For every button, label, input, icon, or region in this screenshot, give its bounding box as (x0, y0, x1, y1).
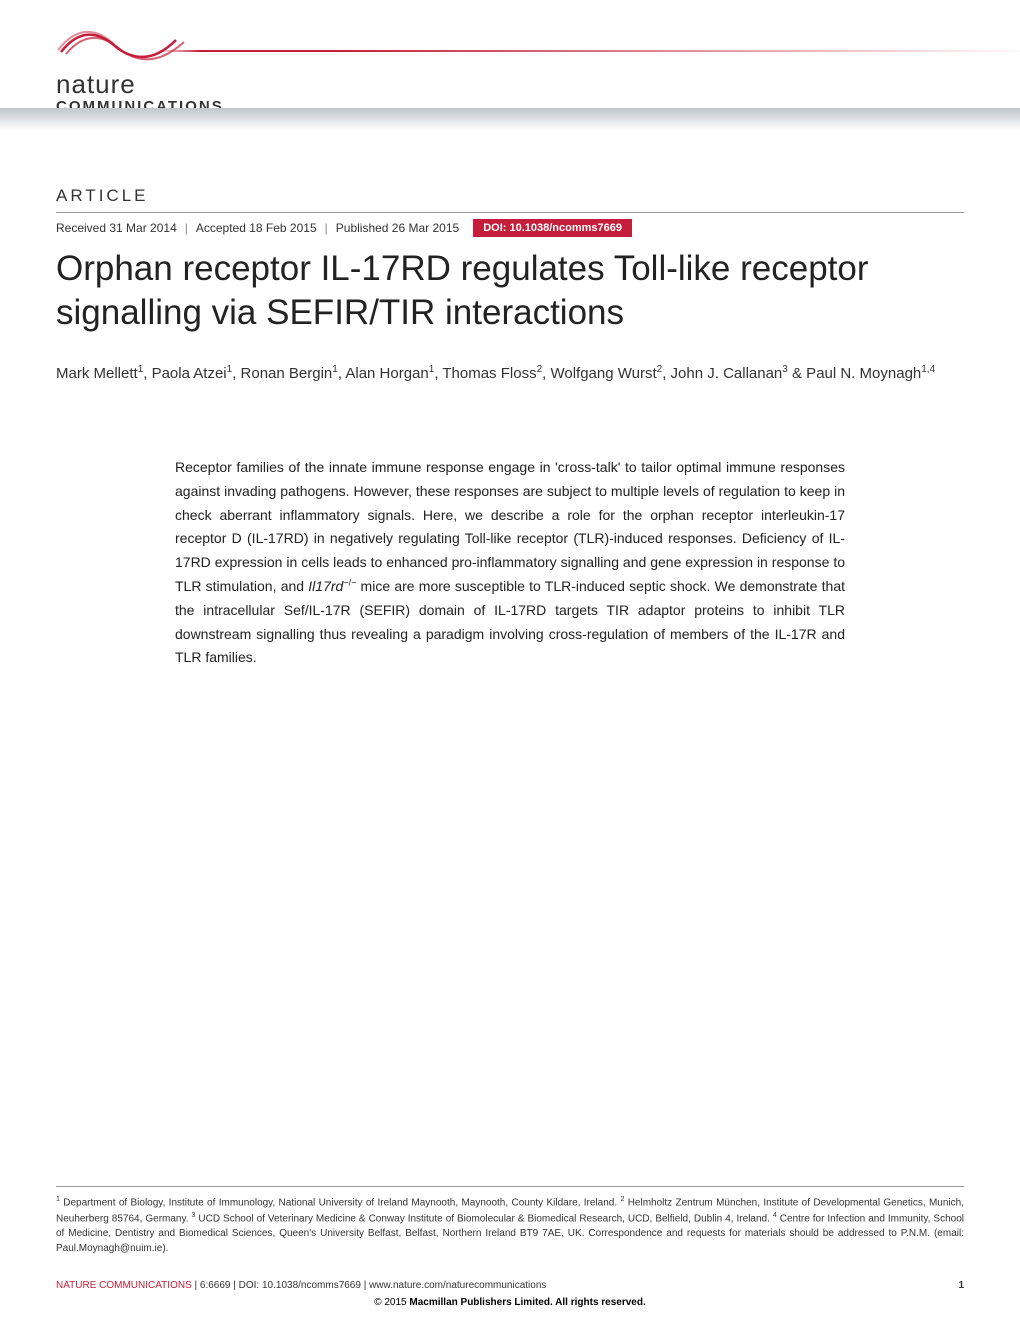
page-footer: 1 Department of Biology, Institute of Im… (56, 1186, 964, 1308)
footer-rule (56, 1186, 964, 1187)
footer-citation-details: | 6:6669 | DOI: 10.1038/ncomms7669 | www… (192, 1280, 547, 1291)
accepted-date: Accepted 18 Feb 2015 (196, 221, 317, 235)
date-separator: | (325, 221, 328, 235)
doi-badge[interactable]: DOI: 10.1038/ncomms7669 (473, 219, 632, 237)
journal-header: nature COMMUNICATIONS (0, 0, 1020, 130)
date-separator: | (185, 221, 188, 235)
copyright-symbol-year: © 2015 (374, 1297, 409, 1308)
footer-citation-line: NATURE COMMUNICATIONS | 6:6669 | DOI: 10… (56, 1280, 964, 1291)
publication-dates-row: Received 31 Mar 2014 | Accepted 18 Feb 2… (56, 219, 964, 237)
footer-citation: NATURE COMMUNICATIONS | 6:6669 | DOI: 10… (56, 1280, 546, 1291)
author-list: Mark Mellett1, Paola Atzei1, Ronan Bergi… (56, 361, 964, 387)
footer-journal-name: NATURE COMMUNICATIONS (56, 1280, 192, 1291)
page-number: 1 (958, 1280, 964, 1291)
header-rule (56, 212, 964, 213)
logo-swoosh-icon (56, 12, 256, 72)
received-date: Received 31 Mar 2014 (56, 221, 177, 235)
article-content: ARTICLE Received 31 Mar 2014 | Accepted … (0, 130, 1020, 670)
header-gradient-bar (0, 108, 1020, 130)
author-affiliations: 1 Department of Biology, Institute of Im… (56, 1195, 964, 1256)
article-title: Orphan receptor IL-17RD regulates Toll-l… (56, 247, 964, 335)
abstract-text: Receptor families of the innate immune r… (175, 456, 845, 670)
copyright-line: © 2015 Macmillan Publishers Limited. All… (56, 1297, 964, 1308)
article-type-label: ARTICLE (56, 186, 964, 206)
header-red-line (156, 50, 1020, 52)
logo-nature-word: nature (56, 69, 256, 100)
published-date: Published 26 Mar 2015 (336, 221, 459, 235)
copyright-holder: Macmillan Publishers Limited. All rights… (409, 1297, 645, 1308)
journal-logo: nature COMMUNICATIONS (56, 12, 256, 115)
